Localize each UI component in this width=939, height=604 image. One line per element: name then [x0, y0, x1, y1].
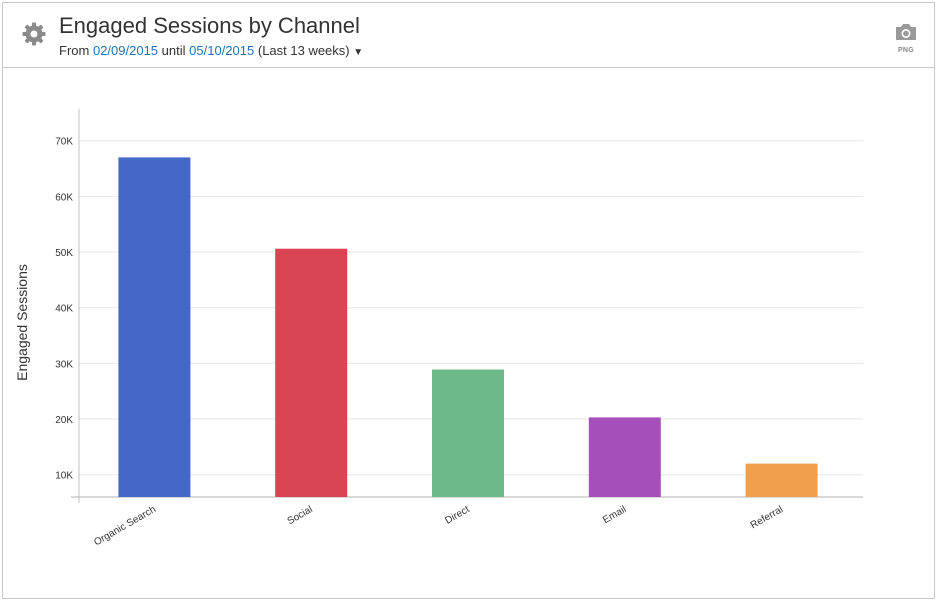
x-tick-label: Social	[286, 504, 315, 527]
y-tick-label: 70K	[55, 137, 73, 148]
chevron-down-icon[interactable]: ▼	[353, 47, 364, 58]
grid-lines	[79, 140, 863, 476]
start-date-link[interactable]: 02/09/2015	[92, 43, 159, 58]
export-png-button[interactable]: PNG	[892, 23, 920, 59]
x-tick-label: Email	[601, 504, 628, 526]
from-label: From	[59, 43, 90, 58]
y-tick-label: 10K	[55, 471, 73, 482]
chart-title: Engaged Sessions by Channel	[59, 13, 360, 38]
bar-email[interactable]	[588, 417, 661, 497]
x-axis: Organic Search Social Direct Email Referral	[92, 504, 785, 548]
bar-direct[interactable]	[432, 369, 504, 497]
y-tick-label: 30K	[55, 359, 73, 370]
range-label[interactable]: (Last 13 weeks)	[257, 43, 350, 58]
end-date-link[interactable]: 05/10/2015	[189, 43, 255, 58]
bar-chart: 10K 20K 30K 40K 50K 60K 70K Organic Search Soci…	[14, 109, 863, 548]
x-tick-label: Referral	[749, 504, 785, 531]
y-tick-label: 20K	[55, 415, 73, 426]
y-axis-label: Engaged Sessions	[14, 264, 30, 381]
camera-icon	[896, 24, 916, 40]
x-tick-label: Organic Search	[92, 504, 158, 548]
x-tick-label: Direct	[443, 504, 471, 527]
until-label: until	[161, 43, 186, 58]
bar-organic-search[interactable]	[118, 157, 191, 497]
bar-social[interactable]	[275, 248, 348, 497]
png-label: PNG	[897, 47, 915, 54]
gear-icon[interactable]	[21, 21, 47, 47]
bars	[118, 157, 818, 497]
y-tick-label: 40K	[55, 304, 73, 315]
chart-header: Engaged Sessions by Channel From 02/09/2…	[3, 3, 934, 68]
bar-referral[interactable]	[745, 463, 818, 497]
y-tick-label: 60K	[55, 192, 73, 203]
date-range: From 02/09/2015 until 05/10/2015 (Last 1…	[59, 43, 363, 58]
y-tick-label: 50K	[55, 248, 73, 259]
